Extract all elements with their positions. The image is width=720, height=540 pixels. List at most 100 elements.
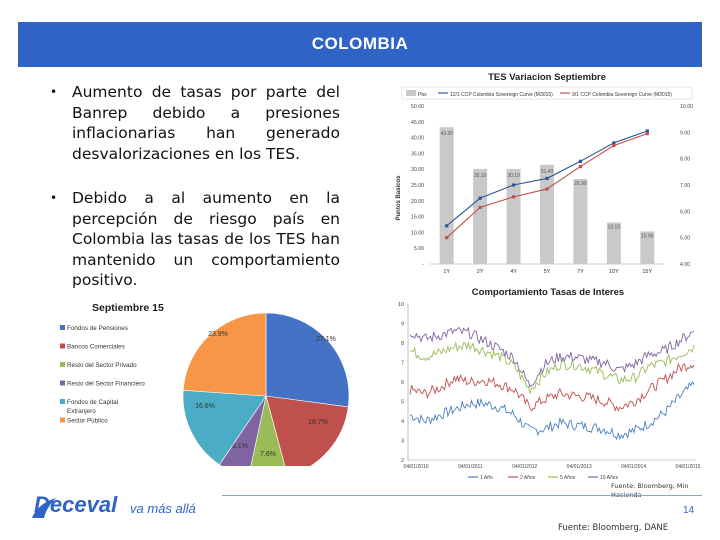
y2-tick-label: 7.00 bbox=[680, 183, 690, 189]
legend-label: 10 Años bbox=[600, 475, 619, 481]
bullet-text: Debido a al aumento en la percepción de … bbox=[72, 189, 340, 289]
pie-slices: 27.1% 18.7% 7.6% 6.1% 16.6% 23.9% bbox=[182, 312, 350, 466]
series-point bbox=[545, 176, 549, 181]
page-number: 14 bbox=[683, 505, 695, 516]
legend-swatch bbox=[60, 325, 65, 330]
y-tick-label: 5 bbox=[401, 400, 404, 406]
y-tick-label: 30.00 bbox=[411, 167, 424, 173]
y-tick-label: 7 bbox=[401, 361, 404, 367]
x-tick-label: 04/01/2011 bbox=[458, 464, 483, 470]
series-point bbox=[645, 132, 649, 136]
y-tick-label: 20.00 bbox=[411, 199, 424, 205]
slice-label: 23.9% bbox=[208, 331, 228, 338]
rate-series-line bbox=[409, 380, 695, 441]
data-label: 26.90 bbox=[574, 181, 587, 187]
bar bbox=[473, 168, 488, 264]
legend-label: Fondos de Capital bbox=[67, 399, 118, 406]
bar bbox=[606, 222, 621, 264]
y-tick-label: 8 bbox=[401, 341, 404, 347]
y-tick-label: 4 bbox=[401, 419, 404, 425]
slice-label: 16.6% bbox=[195, 403, 215, 410]
bullet-icon: • bbox=[50, 191, 58, 205]
y2-tick-label: 8.00 bbox=[680, 157, 690, 163]
legend-label: Pbs bbox=[418, 92, 427, 98]
pie-title: Septiembre 15 bbox=[92, 302, 164, 314]
data-label: 13.15 bbox=[608, 224, 621, 230]
y-tick-label: 2 bbox=[401, 458, 404, 464]
y-tick-label: 3 bbox=[401, 439, 404, 445]
x-tick-label: 10Y bbox=[609, 269, 619, 275]
series-point bbox=[445, 236, 449, 240]
y-tick-label: 9 bbox=[401, 322, 404, 328]
series-point bbox=[645, 129, 649, 133]
series-point bbox=[612, 141, 616, 145]
legend-label: 12/1 CCP Colombia Sovereign Curve (M3015… bbox=[450, 92, 553, 98]
legend-label: Sector Público bbox=[67, 418, 108, 425]
legend-label: 2 Años bbox=[520, 475, 536, 481]
y-tick-label: 15.00 bbox=[411, 215, 424, 221]
legend-swatch bbox=[60, 362, 65, 367]
deceval-logo-icon: Deceval va más allá bbox=[32, 492, 196, 518]
interest-rates-chart: Comportamiento Tasas de Interes 10 9 8 7 6 5 4… bbox=[398, 287, 701, 481]
bullet-text: Aumento de tasas por parte del Banrep de… bbox=[72, 83, 340, 163]
bullet-list: • Aumento de tasas por parte del Banrep … bbox=[50, 82, 340, 291]
legend-swatch-bars bbox=[406, 90, 416, 96]
x-tick-label: 1Y bbox=[443, 269, 450, 275]
legend-label: Extranjero bbox=[67, 408, 96, 415]
logo-text: Deceval bbox=[34, 492, 118, 517]
holders-pie-chart: Septiembre 15 Fondos de Pensiones Bancos … bbox=[60, 302, 350, 466]
x-tick-label: 04/01/2012 bbox=[512, 464, 537, 470]
y-tick-label: 40.00 bbox=[411, 136, 424, 142]
y2-tick-label: 5.00 bbox=[680, 236, 690, 242]
page-title: COLOMBIA bbox=[311, 34, 409, 53]
x-tick-label: 04/01/2014 bbox=[621, 464, 646, 470]
slice-label: 18.7% bbox=[308, 419, 328, 426]
bar bbox=[506, 168, 521, 264]
legend-swatch bbox=[60, 343, 65, 349]
y-tick-label: - bbox=[422, 262, 424, 268]
x-tick-label: 2Y bbox=[477, 269, 484, 275]
data-label: 31.40 bbox=[541, 169, 554, 175]
series-point bbox=[511, 195, 516, 199]
series-point bbox=[612, 143, 616, 148]
bar bbox=[439, 127, 454, 264]
bullet-icon: • bbox=[50, 85, 58, 99]
series-point bbox=[478, 196, 482, 200]
chart-legend bbox=[401, 86, 693, 100]
pie-slice bbox=[250, 395, 286, 466]
data-label: 30.10 bbox=[507, 173, 520, 179]
legend-label: Fondos de Pensiones bbox=[67, 325, 128, 332]
legend-label: Resto del Sector Privado bbox=[67, 362, 137, 369]
bullet-item: • Debido a al aumento en la percepción d… bbox=[50, 188, 340, 291]
footer-divider bbox=[222, 495, 702, 496]
y-tick-label: 10 bbox=[398, 302, 404, 308]
legend-label: 5 Años bbox=[560, 475, 576, 481]
legend-label: 9/1 CCP Colombia Sovereign Curve (M3015) bbox=[572, 92, 672, 98]
x-tick-label: 04/01/2015 bbox=[675, 464, 700, 470]
y-axis-title: Puntos Basicos bbox=[396, 175, 402, 221]
y-tick-label: 35.00 bbox=[411, 151, 424, 157]
chart-title: TES Variacion Septiembre bbox=[488, 72, 606, 83]
x-tick-label: 5Y bbox=[544, 269, 551, 275]
y2-tick-label: 4.00 bbox=[680, 262, 690, 268]
logo-tagline: va más allá bbox=[130, 501, 196, 516]
pie-slice bbox=[182, 312, 267, 397]
bar bbox=[573, 178, 588, 264]
series-point bbox=[578, 164, 583, 169]
legend-label: Bancos Comerciales bbox=[67, 344, 125, 351]
series-point bbox=[478, 205, 482, 209]
legend-swatch bbox=[60, 380, 65, 386]
x-tick-label: 04/01/2010 bbox=[403, 464, 428, 470]
x-tick-label: 4Y bbox=[510, 269, 517, 275]
slice-label: 6.1% bbox=[232, 443, 248, 450]
pie-legend: Fondos de Pensiones Bancos Comerciales Res… bbox=[60, 325, 145, 425]
chart-title: Comportamiento Tasas de Interes bbox=[472, 287, 624, 298]
data-label: 15.90 bbox=[641, 233, 654, 239]
data-label: 30.10 bbox=[474, 173, 487, 179]
x-tick-label: 15Y bbox=[642, 269, 652, 275]
legend-swatch bbox=[60, 417, 65, 423]
legend-label: Resto del Sector Financiero bbox=[67, 381, 145, 388]
y2-tick-label: 6.00 bbox=[680, 209, 690, 215]
pie-slice bbox=[265, 312, 350, 408]
y-tick-label: 10.00 bbox=[411, 230, 424, 236]
